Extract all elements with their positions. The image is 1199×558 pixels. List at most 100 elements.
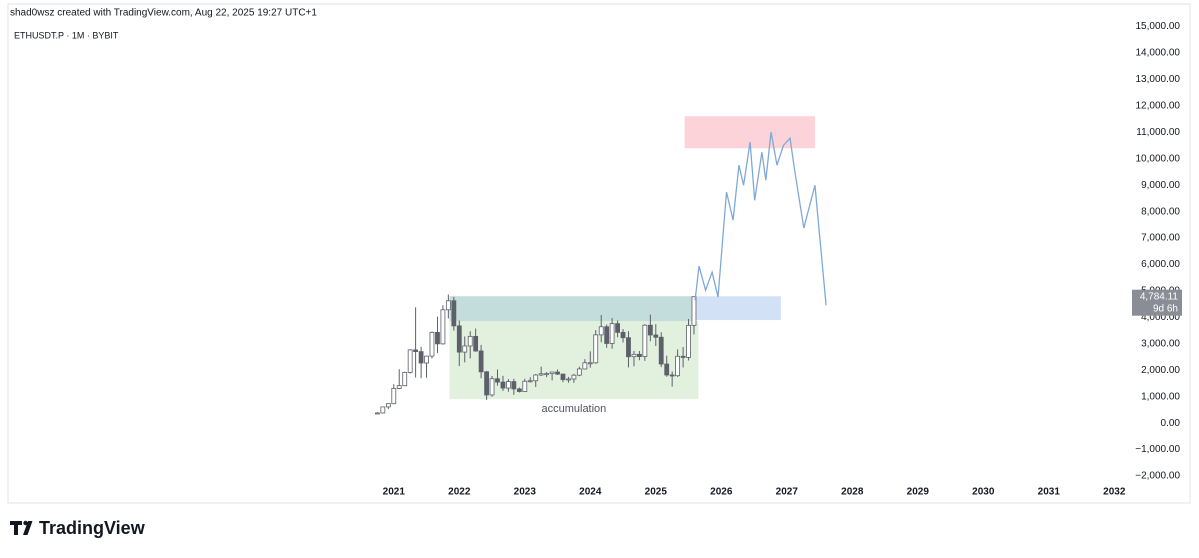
candle-body — [380, 406, 386, 414]
candle-body — [467, 335, 473, 347]
candle-body — [500, 381, 506, 389]
y-tick-label: 4,000.00 — [1141, 312, 1180, 323]
x-tick-label: 2030 — [972, 487, 995, 498]
candle-body — [560, 373, 566, 381]
y-tick-label: 1,000.00 — [1141, 391, 1180, 402]
x-tick-label: 2032 — [1103, 487, 1126, 498]
brand: TradingView — [39, 518, 146, 538]
candle-body — [571, 374, 577, 380]
zone-label: accumulation — [541, 403, 606, 415]
chart-frame — [7, 3, 1191, 504]
chart-title: ETHUSDT.P · 1M · BYBIT — [14, 30, 119, 40]
candle-body — [544, 373, 549, 376]
x-tick-label: 2025 — [645, 487, 668, 498]
candle-body — [653, 334, 659, 338]
y-tick-label: 14,000.00 — [1136, 48, 1181, 59]
y-tick-label: 13,000.00 — [1136, 74, 1181, 85]
candle-body — [391, 388, 397, 405]
candle-body — [429, 332, 435, 357]
y-tick-label: 12,000.00 — [1136, 101, 1181, 112]
candle-body — [576, 368, 582, 376]
zone — [449, 296, 696, 322]
candle-body — [680, 355, 686, 358]
candle-body — [456, 325, 462, 353]
price-tag — [1132, 289, 1182, 316]
candle-body — [522, 380, 528, 392]
candle-body — [631, 353, 637, 358]
countdown: 9d 6h — [1153, 303, 1178, 314]
x-tick-label: 2029 — [907, 487, 930, 498]
candle-body — [506, 381, 511, 389]
candle-body — [489, 378, 495, 396]
candle-body — [435, 332, 440, 345]
candle-body — [620, 331, 626, 339]
candle-body — [626, 337, 631, 358]
x-tick-label: 2031 — [1038, 487, 1061, 498]
candle-body — [385, 403, 391, 408]
candle-body — [396, 385, 402, 389]
candle-body — [658, 336, 664, 365]
candle-body — [566, 378, 571, 381]
candle-body — [495, 378, 500, 383]
candle-body — [664, 363, 670, 376]
candle-body — [637, 353, 642, 357]
x-tick-label: 2022 — [448, 487, 471, 498]
candle-body — [413, 349, 419, 352]
x-tick-label: 2026 — [710, 487, 733, 498]
logo-shape — [23, 521, 33, 535]
candle-body — [445, 300, 451, 311]
logo-icon — [10, 520, 33, 535]
candle-body — [604, 326, 610, 344]
candle-body — [473, 335, 479, 352]
candle-body — [609, 323, 615, 344]
candle-body — [669, 374, 675, 377]
candle-body — [527, 380, 533, 383]
logo-shape — [10, 521, 22, 535]
y-tick-label: 6,000.00 — [1141, 259, 1180, 270]
candle-body — [375, 412, 380, 415]
candle-body — [424, 355, 429, 364]
y-tick-label: −2,000.00 — [1135, 471, 1180, 482]
x-tick-label: 2024 — [579, 487, 602, 498]
candle-body — [418, 351, 424, 364]
candle-body — [462, 345, 468, 353]
candle-body — [587, 362, 593, 365]
y-tick-label: 3,000.00 — [1141, 338, 1180, 349]
y-tick-label: 7,000.00 — [1141, 233, 1180, 244]
credit: shad0wsz created with TradingView.com, A… — [10, 8, 317, 19]
x-tick-label: 2027 — [776, 487, 799, 498]
y-tick-label: 9,000.00 — [1141, 180, 1180, 191]
candle-body — [402, 372, 408, 387]
candle-body — [538, 373, 544, 376]
candle-body — [511, 381, 517, 390]
price-tag-label: 4,784.11 — [1140, 291, 1179, 302]
y-tick-label: 0.00 — [1161, 418, 1181, 429]
candle-body — [440, 309, 446, 345]
x-tick-label: 2021 — [383, 487, 406, 498]
candle-body — [478, 350, 484, 373]
candle-body — [516, 388, 522, 392]
candle-body — [647, 324, 653, 336]
y-tick-label: −1,000.00 — [1135, 444, 1180, 455]
candle-body — [555, 371, 560, 375]
x-tick-label: 2028 — [841, 487, 864, 498]
candle-body — [642, 324, 648, 357]
logo-shape — [23, 520, 28, 526]
y-tick-label: 2,000.00 — [1141, 365, 1180, 376]
candle-body — [484, 371, 490, 396]
zone — [695, 296, 781, 321]
y-tick-label: 10,000.00 — [1136, 153, 1181, 164]
candle-body — [691, 296, 697, 326]
y-tick-label: 8,000.00 — [1141, 206, 1180, 217]
candle-body — [675, 355, 680, 377]
candle-body — [407, 349, 413, 373]
candle-body — [582, 362, 588, 370]
y-tick-label: 11,000.00 — [1136, 127, 1180, 138]
projection-line — [694, 131, 827, 306]
candle-body — [615, 323, 621, 333]
candle-body — [451, 300, 457, 327]
y-tick-label: 15,000.00 — [1136, 21, 1181, 32]
candle-body — [593, 334, 599, 364]
